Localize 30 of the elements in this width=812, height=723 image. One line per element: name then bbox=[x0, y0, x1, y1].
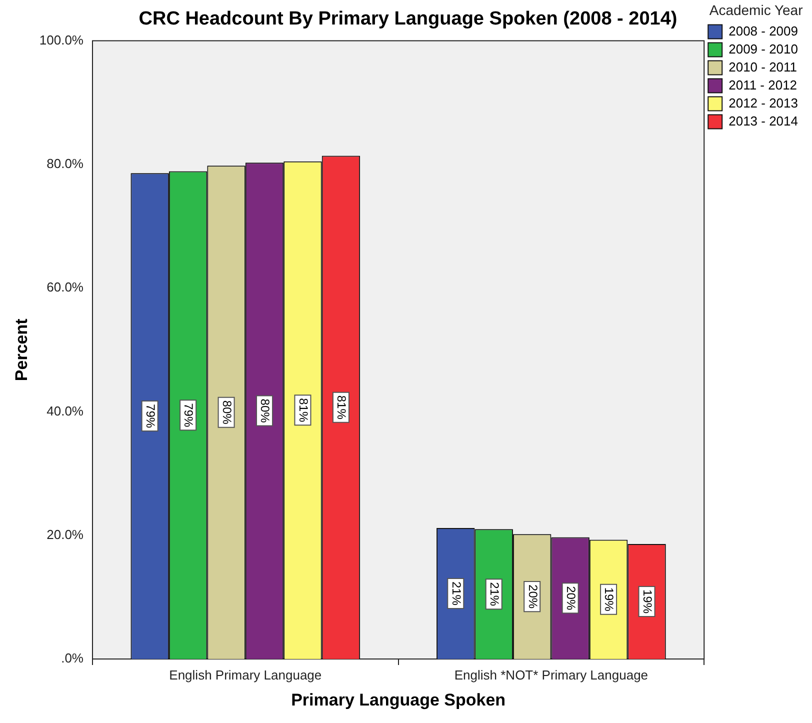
data-label: 81% bbox=[334, 395, 349, 420]
y-axis-title: Percent bbox=[12, 318, 31, 382]
y-tick-label: 80.0% bbox=[46, 156, 84, 172]
legend-label: 2011 - 2012 bbox=[728, 77, 798, 92]
legend-label: 2012 - 2013 bbox=[728, 95, 798, 110]
legend-label: 2008 - 2009 bbox=[728, 23, 798, 38]
y-tick-label: .0% bbox=[61, 650, 84, 666]
data-label: 19% bbox=[602, 587, 616, 612]
y-tick-label: 40.0% bbox=[46, 403, 84, 418]
x-axis-title: Primary Language Spoken bbox=[291, 690, 506, 710]
data-label: 81% bbox=[296, 398, 310, 423]
legend-label: 2013 - 2014 bbox=[728, 113, 798, 128]
chart-title: CRC Headcount By Primary Language Spoken (2008 - 2014) bbox=[138, 8, 678, 30]
legend-title: Academic Year bbox=[709, 2, 804, 18]
x-tick-label: English Primary Language bbox=[169, 667, 322, 682]
data-label: 80% bbox=[220, 400, 234, 425]
data-label: 79% bbox=[144, 404, 158, 428]
x-tick-label: English *NOT* Primary Language bbox=[454, 667, 648, 682]
data-label: 20% bbox=[564, 586, 578, 610]
data-label: 80% bbox=[258, 398, 272, 424]
y-tick-label: 60.0% bbox=[46, 280, 84, 295]
data-label: 19% bbox=[640, 589, 654, 614]
data-label: 21% bbox=[449, 581, 464, 606]
legend-label: 2009 - 2010 bbox=[728, 41, 798, 56]
legend-label: 2010 - 2011 bbox=[728, 59, 798, 74]
y-tick-label: 100.0% bbox=[39, 32, 84, 48]
data-label: 21% bbox=[488, 582, 502, 606]
y-tick-label: 20.0% bbox=[46, 526, 84, 542]
data-label: 79% bbox=[182, 403, 196, 428]
data-label: 20% bbox=[526, 584, 540, 609]
